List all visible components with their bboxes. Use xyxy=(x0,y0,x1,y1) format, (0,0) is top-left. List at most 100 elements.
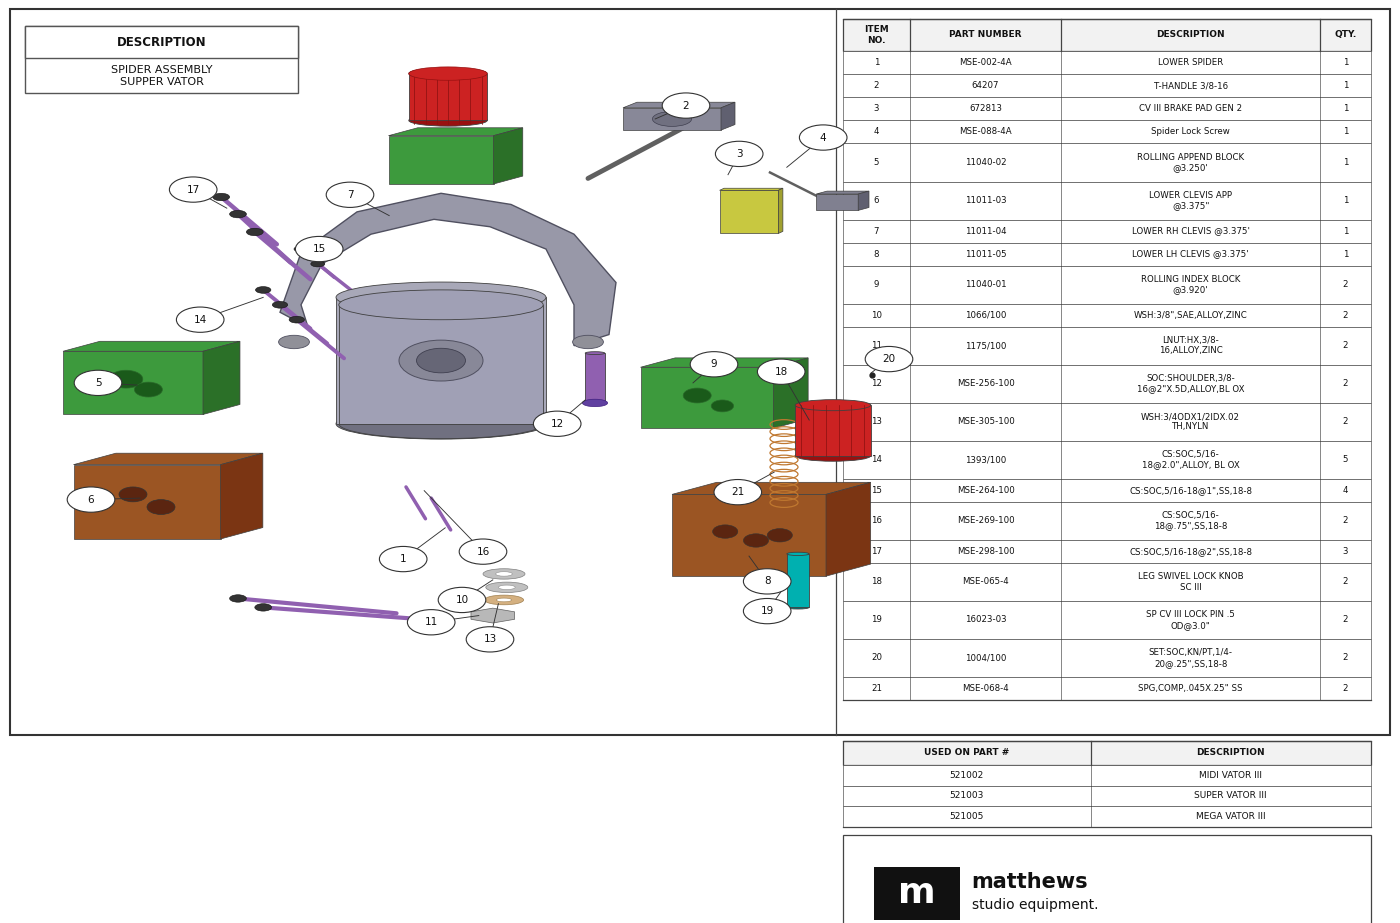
Polygon shape xyxy=(63,352,203,414)
Polygon shape xyxy=(623,102,735,108)
Circle shape xyxy=(662,93,710,118)
Polygon shape xyxy=(389,127,522,136)
Circle shape xyxy=(326,182,374,208)
Text: 2: 2 xyxy=(1343,342,1348,350)
FancyBboxPatch shape xyxy=(843,365,1371,402)
Polygon shape xyxy=(339,305,543,424)
Text: LEG SWIVEL LOCK KNOB
SC III: LEG SWIVEL LOCK KNOB SC III xyxy=(1138,572,1243,592)
Ellipse shape xyxy=(486,582,528,593)
Ellipse shape xyxy=(294,246,308,252)
Polygon shape xyxy=(73,453,263,464)
FancyBboxPatch shape xyxy=(843,182,1371,220)
Text: 9: 9 xyxy=(711,359,717,369)
FancyBboxPatch shape xyxy=(843,807,1371,827)
Ellipse shape xyxy=(339,290,543,319)
Text: 2: 2 xyxy=(1343,616,1348,625)
Polygon shape xyxy=(641,358,808,367)
Text: 11040-02: 11040-02 xyxy=(965,158,1007,167)
Polygon shape xyxy=(773,358,808,428)
Text: 11040-01: 11040-01 xyxy=(965,281,1007,289)
Text: studio equipment.: studio equipment. xyxy=(972,898,1098,912)
Text: MEGA VATOR III: MEGA VATOR III xyxy=(1196,812,1266,821)
FancyBboxPatch shape xyxy=(843,639,1371,677)
Circle shape xyxy=(743,569,791,594)
Text: ITEM
NO.: ITEM NO. xyxy=(864,25,889,44)
Text: 13: 13 xyxy=(871,417,882,426)
Text: m: m xyxy=(899,876,935,910)
Circle shape xyxy=(407,609,455,635)
FancyBboxPatch shape xyxy=(843,327,1371,365)
Ellipse shape xyxy=(573,335,603,349)
Text: 14: 14 xyxy=(193,315,207,325)
Text: 1066/100: 1066/100 xyxy=(965,311,1007,319)
Circle shape xyxy=(690,352,738,377)
Text: 15: 15 xyxy=(871,485,882,495)
Text: SPIDER ASSEMBLY
SUPPER VATOR: SPIDER ASSEMBLY SUPPER VATOR xyxy=(111,66,213,87)
Text: CS:SOC,5/16-18@2",SS,18-8: CS:SOC,5/16-18@2",SS,18-8 xyxy=(1130,547,1252,556)
Polygon shape xyxy=(672,495,826,576)
Polygon shape xyxy=(787,554,809,607)
Circle shape xyxy=(109,370,143,388)
Polygon shape xyxy=(73,464,221,539)
FancyBboxPatch shape xyxy=(843,540,1371,563)
Text: 521003: 521003 xyxy=(949,791,984,800)
Text: 64207: 64207 xyxy=(972,81,1000,90)
Polygon shape xyxy=(203,342,239,414)
Text: 13: 13 xyxy=(483,634,497,644)
Text: 2: 2 xyxy=(1343,653,1348,663)
Text: 8: 8 xyxy=(764,576,770,586)
Text: 18: 18 xyxy=(871,578,882,586)
FancyBboxPatch shape xyxy=(843,98,1371,120)
Text: 1: 1 xyxy=(1343,81,1348,90)
Ellipse shape xyxy=(336,408,546,439)
Text: PART NUMBER: PART NUMBER xyxy=(949,30,1022,40)
Text: MSE-002-4A: MSE-002-4A xyxy=(959,58,1012,67)
FancyBboxPatch shape xyxy=(843,765,1371,785)
Ellipse shape xyxy=(585,352,605,354)
FancyBboxPatch shape xyxy=(843,243,1371,266)
Ellipse shape xyxy=(255,287,270,294)
FancyBboxPatch shape xyxy=(843,563,1371,601)
Text: 15: 15 xyxy=(312,244,326,254)
Text: 1: 1 xyxy=(400,554,406,564)
Ellipse shape xyxy=(290,317,305,323)
Text: LOWER RH CLEVIS @3.375': LOWER RH CLEVIS @3.375' xyxy=(1131,226,1250,235)
Ellipse shape xyxy=(339,409,543,438)
Circle shape xyxy=(711,400,734,412)
Text: 5: 5 xyxy=(1343,455,1348,464)
Polygon shape xyxy=(858,191,869,210)
Polygon shape xyxy=(221,453,263,539)
Text: 1004/100: 1004/100 xyxy=(965,653,1007,663)
Text: 20: 20 xyxy=(882,354,896,364)
Text: 11011-04: 11011-04 xyxy=(965,226,1007,235)
Text: USED ON PART #: USED ON PART # xyxy=(924,749,1009,758)
Polygon shape xyxy=(721,102,735,130)
Text: SOC:SHOULDER,3/8-
16@2"X.5D,ALLOY,BL OX: SOC:SHOULDER,3/8- 16@2"X.5D,ALLOY,BL OX xyxy=(1137,374,1245,393)
Text: Spider Lock Screw: Spider Lock Screw xyxy=(1151,127,1231,137)
Text: SPG,COMP,.045X.25" SS: SPG,COMP,.045X.25" SS xyxy=(1138,684,1243,693)
Text: 5: 5 xyxy=(874,158,879,167)
Polygon shape xyxy=(641,367,773,428)
Text: 3: 3 xyxy=(1343,547,1348,556)
Text: MSE-298-100: MSE-298-100 xyxy=(956,547,1015,556)
Text: 21: 21 xyxy=(731,487,745,497)
Text: 20: 20 xyxy=(871,653,882,663)
FancyBboxPatch shape xyxy=(843,120,1371,143)
Text: ROLLING INDEX BLOCK
@3.920': ROLLING INDEX BLOCK @3.920' xyxy=(1141,275,1240,294)
Text: 672813: 672813 xyxy=(969,104,1002,114)
Circle shape xyxy=(714,480,762,505)
FancyBboxPatch shape xyxy=(843,220,1371,243)
Ellipse shape xyxy=(246,228,263,235)
FancyBboxPatch shape xyxy=(843,75,1371,98)
Text: 2: 2 xyxy=(1343,684,1348,693)
Circle shape xyxy=(438,587,486,613)
FancyBboxPatch shape xyxy=(843,502,1371,540)
Text: 4: 4 xyxy=(874,127,879,137)
Circle shape xyxy=(295,236,343,262)
Text: 16: 16 xyxy=(871,516,882,525)
Ellipse shape xyxy=(279,335,309,349)
Text: 1175/100: 1175/100 xyxy=(965,342,1007,350)
Text: 4: 4 xyxy=(820,133,826,142)
Polygon shape xyxy=(720,190,778,234)
Polygon shape xyxy=(493,127,522,184)
